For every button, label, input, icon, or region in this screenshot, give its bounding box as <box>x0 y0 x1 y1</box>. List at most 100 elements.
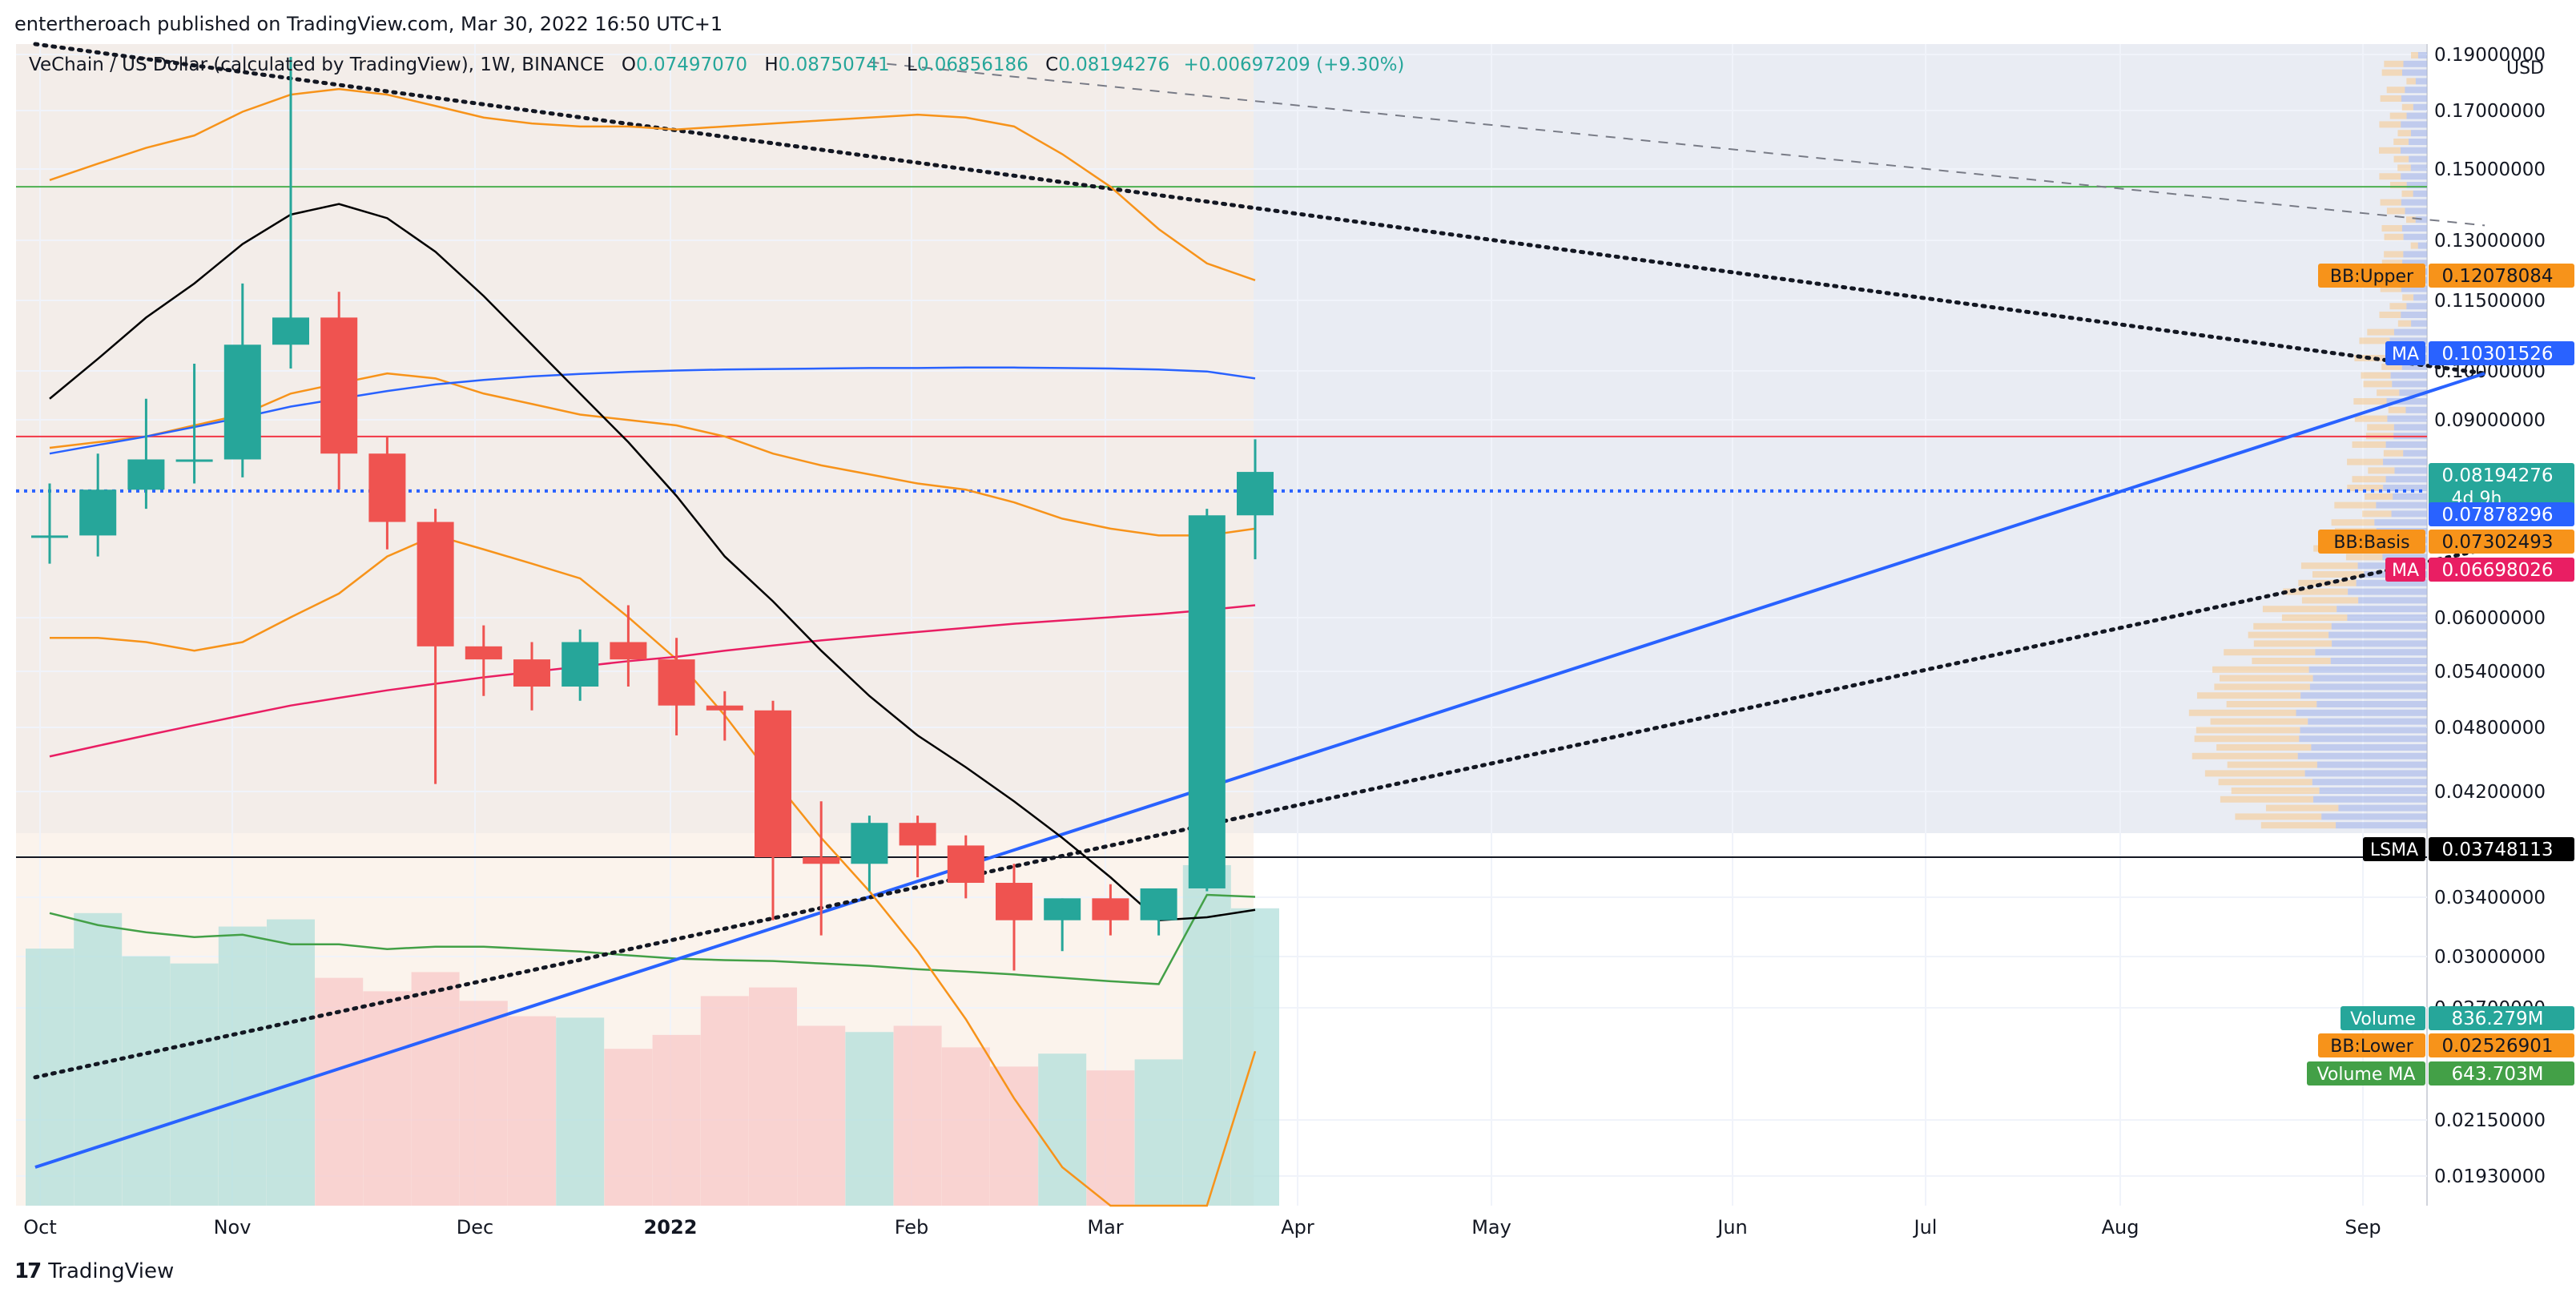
badge-label: BB:Basis <box>2333 533 2409 553</box>
volume-bar <box>893 1025 942 1206</box>
volume-profile-bar-down <box>2313 796 2427 803</box>
volume-profile-bar-down <box>2393 493 2427 500</box>
volume-profile-bar-down <box>2418 52 2427 58</box>
volume-profile-bar-up <box>2379 147 2401 154</box>
volume-profile-bar-up <box>2397 320 2412 327</box>
volume-profile-bar-down <box>2311 744 2427 751</box>
volume-profile-bar-down <box>2348 588 2427 595</box>
volume-profile-bar-up <box>2218 779 2312 786</box>
volume-profile-bar-down <box>2393 424 2427 431</box>
x-tick-label: Jun <box>1716 1216 1748 1239</box>
candle-body <box>706 705 743 711</box>
volume-profile-bar-up <box>2331 519 2375 526</box>
volume-bar <box>1134 1059 1183 1206</box>
volume-profile-bar-up <box>2362 510 2392 518</box>
bb-lower-line <box>50 534 1257 1207</box>
trend-line-dashed-upper <box>869 61 2485 227</box>
volume-profile-bar-up <box>2352 441 2386 448</box>
volume-profile-bar-down <box>2405 207 2427 215</box>
volume-profile-bar-up <box>2401 103 2413 111</box>
volume-bar <box>749 987 797 1206</box>
volume-profile-bar-up <box>2226 701 2317 707</box>
volume-profile-bar-up <box>2300 562 2358 570</box>
volume-profile-bar-down <box>2387 415 2427 422</box>
volume-profile-bar-up <box>2192 752 2298 759</box>
volume-profile-bar-up <box>2283 588 2349 595</box>
volume-profile-bar-up <box>2220 796 2314 803</box>
x-tick-label: Jul <box>1913 1216 1938 1239</box>
y-tick-label: 0.03000000 <box>2434 947 2546 968</box>
volume-profile-bar-up <box>2227 761 2317 768</box>
candle-body <box>175 459 213 462</box>
y-tick-label: 0.01930000 <box>2434 1166 2546 1187</box>
volume-profile-bar-up <box>2386 87 2405 94</box>
volume-profile-bar-down <box>2413 190 2427 197</box>
legend-close-label: C <box>1045 54 1059 75</box>
candle-body <box>610 642 647 660</box>
badge-value: 0.10301526 <box>2441 344 2553 365</box>
volume-profile-bar-down <box>2356 579 2427 586</box>
volume-profile-bar-down <box>2312 779 2427 786</box>
volume-profile-bar-down <box>2405 406 2427 413</box>
volume-bar <box>411 972 460 1206</box>
x-tick-label: May <box>1471 1216 1511 1239</box>
volume-profile-bar-up <box>2379 312 2401 318</box>
volume-profile-bar-down <box>2411 320 2427 327</box>
y-tick-label: 0.09000000 <box>2434 410 2546 431</box>
x-tick-label: Sep <box>2345 1216 2381 1239</box>
volume-profile-bar-down <box>2403 251 2427 258</box>
volume-profile-bar-down <box>2402 260 2427 267</box>
volume-bar <box>990 1066 1038 1206</box>
y-tick-label: 0.13000000 <box>2434 231 2546 252</box>
price-badge: 0.03748113 LSMA <box>2363 837 2574 861</box>
volume-bar <box>122 956 171 1206</box>
volume-profile-bar-down <box>2332 640 2427 647</box>
legend-symbol: VeChain / US Dollar (calculated by Tradi… <box>29 54 605 75</box>
volume-profile-bar-down <box>2304 770 2427 777</box>
badge-label-box <box>2385 341 2425 365</box>
volume-profile-bar-up <box>2204 770 2305 777</box>
badge-label-box <box>2341 1006 2425 1030</box>
x-tick-label: Feb <box>895 1216 929 1239</box>
volume-profile-bar-down <box>2406 182 2427 188</box>
volume-profile-bar-up <box>2406 78 2416 85</box>
legend-high-label: H <box>764 54 779 75</box>
volume-profile-bar-up <box>2410 242 2418 249</box>
volume-profile-bar-down <box>2386 398 2427 405</box>
volume-profile-bar-up <box>2224 649 2316 656</box>
volume-bar <box>170 963 219 1206</box>
volume-bar <box>1231 908 1279 1206</box>
volume-profile-bar-up <box>2380 285 2401 292</box>
volume-profile-bar-down <box>2383 458 2427 465</box>
volume-bar <box>459 1001 508 1206</box>
badge-value: 0.08194276 <box>2441 465 2553 486</box>
volume-profile-bar-down <box>2401 199 2427 206</box>
price-badge: 0.10301526 MA <box>2385 341 2574 365</box>
candle-body <box>1237 472 1274 516</box>
candle-body <box>1188 515 1226 888</box>
volume-bar <box>652 1034 701 1206</box>
badge-value: 0.12078084 <box>2441 266 2553 287</box>
price-badge: 836.279M Volume <box>2341 1006 2574 1030</box>
footer-brand[interactable]: TradingView <box>48 1259 175 1283</box>
volume-profile <box>2188 52 2427 829</box>
volume-profile-bar-up <box>2352 476 2386 483</box>
volume-profile-bar-up <box>2379 173 2401 180</box>
volume-bar <box>218 926 267 1206</box>
y-tick-label: 0.15000000 <box>2434 159 2546 180</box>
volume-bar <box>556 1017 605 1206</box>
price-badge: 0.07878296 <box>2429 502 2574 526</box>
badge-label-box <box>2307 1061 2425 1086</box>
volume-profile-bar-down <box>2401 225 2427 232</box>
volume-profile-bar-down <box>2376 501 2427 509</box>
volume-profile-bar-up <box>2361 372 2391 379</box>
volume-profile-bar-down <box>2403 233 2427 240</box>
volume-profile-bar-down <box>2406 303 2427 310</box>
volume-profile-bar-up <box>2253 622 2332 630</box>
candle-body <box>79 489 117 536</box>
volume-profile-bar-down <box>2401 95 2427 102</box>
volume-bar <box>845 1032 894 1206</box>
trend-line-ascending-blue <box>34 372 2485 1169</box>
candle-body <box>851 823 888 864</box>
